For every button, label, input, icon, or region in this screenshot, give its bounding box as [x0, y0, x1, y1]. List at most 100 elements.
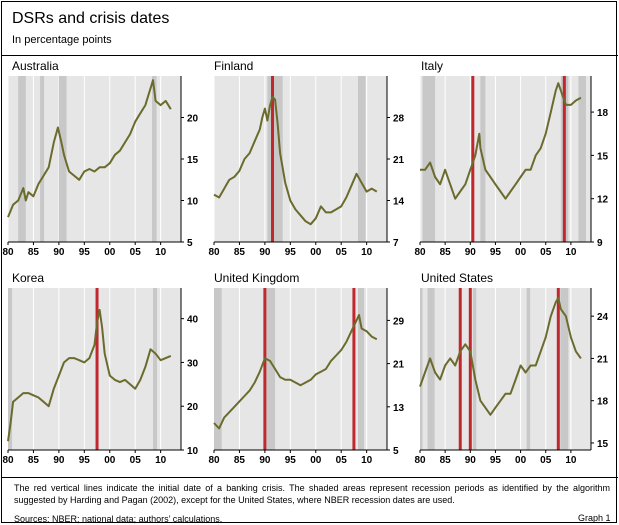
- panel-title: United Kingdom: [214, 271, 300, 285]
- y-tick-label: 29: [393, 316, 405, 327]
- y-tick-label: 30: [187, 358, 199, 369]
- y-tick-label: 40: [187, 315, 199, 326]
- y-tick-label: 5: [187, 238, 193, 249]
- chart-svg: 80 85 90 95 00 05 10 7 14 21 28: [208, 76, 405, 258]
- panel-title: Korea: [12, 271, 45, 285]
- panel-title: United States: [421, 271, 494, 285]
- recession-band: [58, 76, 67, 242]
- recession-band: [153, 288, 158, 450]
- y-tick-label: 15: [597, 151, 609, 162]
- y-tick-label: 13: [393, 403, 405, 414]
- chart-svg: 80 85 90 95 00 05 10 10 20 30 40: [2, 288, 199, 466]
- x-tick-label: 05: [336, 247, 348, 258]
- y-tick-label: 21: [393, 155, 405, 166]
- x-tick-label: 10: [361, 247, 373, 258]
- chart-australia: Australia 80 85 90 95 00 05 10 5 10 15 20: [2, 56, 208, 268]
- y-tick-label: 15: [187, 155, 199, 166]
- y-tick-label: 10: [187, 446, 199, 457]
- page-subtitle: In percentage points: [12, 34, 112, 46]
- x-tick-label: 90: [465, 247, 477, 258]
- panel-title: Australia: [12, 59, 59, 73]
- x-tick-label: 80: [208, 247, 220, 258]
- x-tick-label: 05: [130, 455, 142, 466]
- series-line: [420, 82, 582, 200]
- recession-band: [422, 76, 436, 242]
- x-tick-label: 80: [2, 247, 14, 258]
- y-tick-label: 20: [187, 402, 199, 413]
- chart-united-states: United States 80 85 90 95 00 05 10 15 18 21 24: [414, 268, 618, 476]
- y-tick-label: 18: [597, 397, 609, 408]
- y-tick-label: 21: [597, 354, 609, 365]
- x-tick-label: 80: [414, 247, 426, 258]
- chart-finland: Finland 80 85 90 95 00 05 10 7 14 21 28: [208, 56, 414, 268]
- recession-band: [472, 288, 477, 450]
- y-tick-label: 21: [393, 360, 405, 371]
- recession-band: [578, 76, 586, 242]
- y-tick-label: 15: [597, 439, 609, 450]
- x-tick-label: 95: [285, 455, 297, 466]
- recession-band: [560, 288, 569, 450]
- x-tick-label: 00: [515, 455, 527, 466]
- x-tick-label: 90: [259, 247, 271, 258]
- recession-band: [40, 76, 45, 242]
- series-line: [419, 296, 582, 416]
- x-tick-label: 10: [565, 247, 577, 258]
- series-line: [213, 95, 378, 226]
- y-tick-label: 28: [393, 114, 405, 125]
- y-tick-label: 9: [597, 238, 603, 249]
- plot-background: [8, 288, 181, 450]
- chart-svg: 80 85 90 95 00 05 10 5 10 15 20: [2, 76, 199, 258]
- recession-band: [266, 288, 276, 450]
- x-tick-label: 95: [79, 247, 91, 258]
- x-tick-label: 10: [361, 455, 373, 466]
- recession-band: [18, 76, 26, 242]
- series-line: [7, 79, 172, 218]
- x-tick-label: 90: [53, 247, 65, 258]
- chart-korea: Korea 80 85 90 95 00 05 10 10 20 30 40: [2, 268, 208, 476]
- series-line: [7, 308, 172, 442]
- x-tick-label: 00: [104, 247, 116, 258]
- x-tick-label: 85: [234, 455, 246, 466]
- x-tick-label: 80: [208, 455, 220, 466]
- y-tick-label: 5: [393, 446, 399, 457]
- x-tick-label: 80: [2, 455, 14, 466]
- recession-band: [427, 288, 435, 450]
- x-tick-label: 00: [310, 247, 322, 258]
- x-tick-label: 85: [28, 247, 40, 258]
- x-tick-label: 95: [490, 247, 502, 258]
- x-tick-label: 05: [540, 247, 552, 258]
- x-tick-label: 95: [285, 247, 297, 258]
- y-tick-label: 20: [187, 114, 199, 125]
- panel-title: Italy: [421, 59, 444, 73]
- chart-svg: 80 85 90 95 00 05 10 15 18 21 24: [414, 288, 609, 466]
- x-tick-label: 05: [540, 455, 552, 466]
- page-title: DSRs and crisis dates: [12, 10, 170, 27]
- y-tick-label: 12: [597, 195, 609, 206]
- x-tick-label: 00: [515, 247, 527, 258]
- footnote-text: The red vertical lines indicate the init…: [14, 483, 610, 505]
- chart-italy: Italy 80 85 90 95 00 05 10 9 12 15 18: [414, 56, 618, 268]
- y-tick-label: 7: [393, 238, 399, 249]
- x-tick-label: 95: [490, 455, 502, 466]
- recession-band: [357, 288, 365, 450]
- series-line: [213, 314, 378, 430]
- chart-united-kingdom: United Kingdom 80 85 90 95 00 05 10 5 13 21 29: [208, 268, 414, 476]
- x-tick-label: 00: [310, 455, 322, 466]
- y-tick-label: 10: [187, 197, 199, 208]
- x-tick-label: 05: [336, 455, 348, 466]
- graph-label: Graph 1: [578, 513, 611, 523]
- x-tick-label: 90: [53, 455, 65, 466]
- recession-band: [420, 288, 423, 450]
- recession-band: [357, 76, 366, 242]
- x-tick-label: 85: [440, 247, 452, 258]
- y-tick-label: 14: [393, 197, 405, 208]
- y-tick-label: 24: [597, 312, 609, 323]
- sources-text: Sources: NBER; national data; authors’ c…: [14, 514, 223, 524]
- x-tick-label: 85: [28, 455, 40, 466]
- y-tick-label: 18: [597, 108, 609, 119]
- x-tick-label: 05: [130, 247, 142, 258]
- x-tick-label: 90: [259, 455, 271, 466]
- divider: [2, 55, 618, 56]
- recession-band: [8, 288, 13, 450]
